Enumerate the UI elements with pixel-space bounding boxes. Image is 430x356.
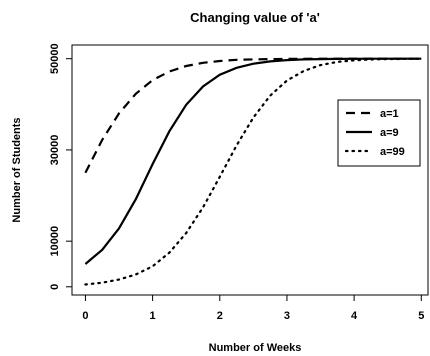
x-tick-label: 0 — [82, 310, 88, 322]
series-line-a=99 — [84, 57, 423, 286]
x-tick-label: 4 — [351, 310, 358, 322]
x-tick-label: 5 — [418, 310, 424, 322]
series-layer — [84, 57, 423, 286]
legend-label: a=9 — [380, 127, 399, 139]
y-tick-label: 10000 — [49, 226, 61, 257]
chart-title: Changing value of 'a' — [190, 10, 320, 25]
y-tick-label: 50000 — [49, 43, 61, 74]
x-axis-title: Number of Weeks — [209, 342, 302, 354]
x-tick-label: 2 — [217, 310, 223, 322]
plot-frame — [71, 44, 429, 296]
x-tick-label: 1 — [150, 310, 156, 322]
legend-label: a=1 — [380, 108, 399, 120]
x-axis: 0 1 2 3 4 5 — [82, 295, 424, 322]
x-tick-label: 3 — [284, 310, 290, 322]
legend-label: a=99 — [380, 146, 405, 158]
legend: a=1 a=9 a=99 — [337, 99, 421, 167]
y-axis: 0 10000 30000 50000 — [49, 43, 72, 290]
y-axis-title: Number of Students — [11, 117, 23, 222]
y-tick-label: 0 — [49, 284, 61, 290]
y-tick-label: 30000 — [49, 135, 61, 166]
